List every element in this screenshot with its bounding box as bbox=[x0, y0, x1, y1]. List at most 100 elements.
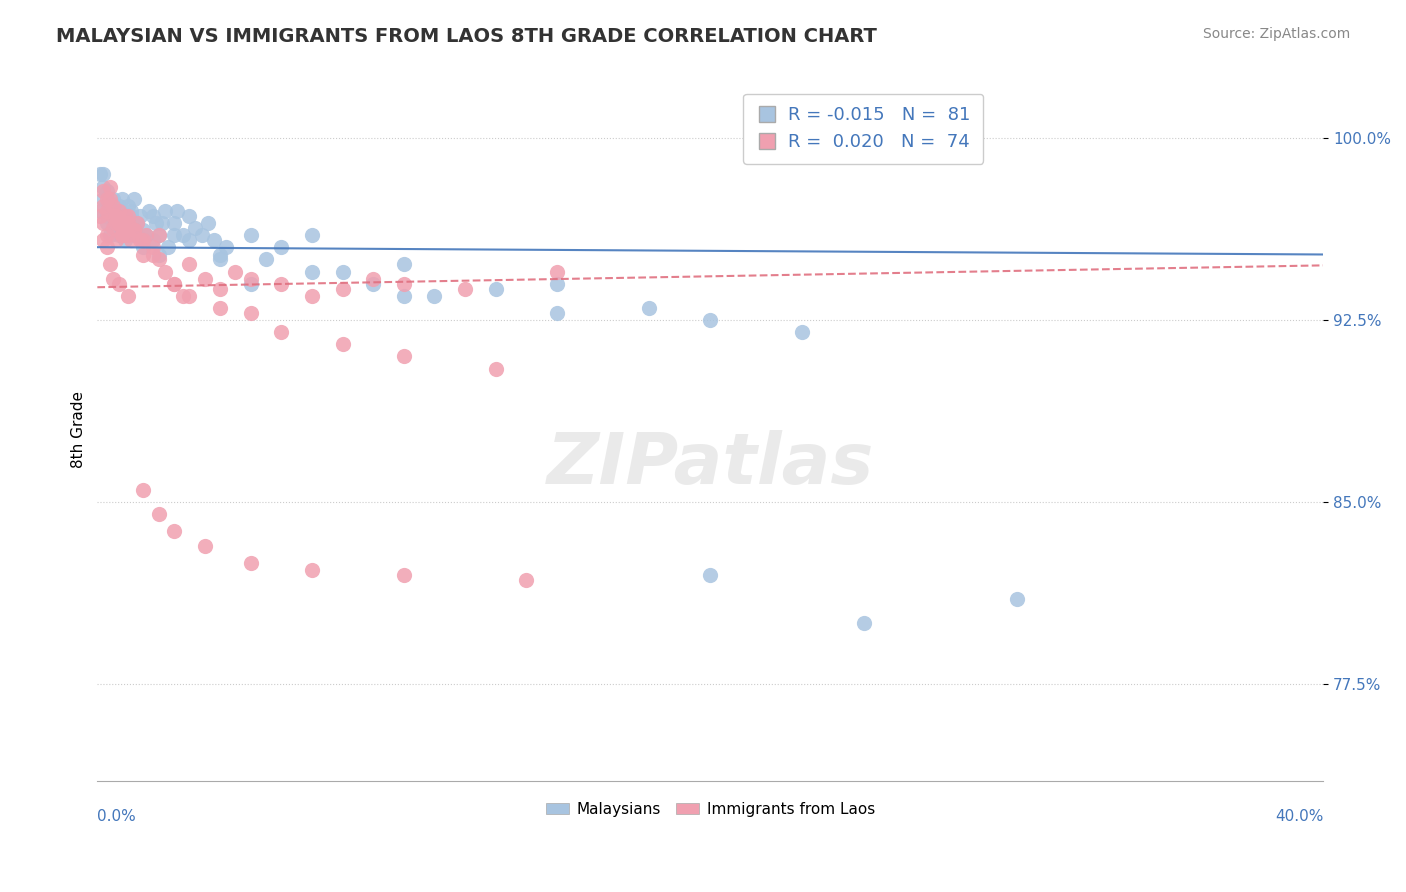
Point bbox=[145, 216, 167, 230]
Point bbox=[135, 228, 157, 243]
Point bbox=[104, 216, 127, 230]
Point bbox=[107, 203, 129, 218]
Point bbox=[96, 228, 118, 243]
Point bbox=[166, 203, 188, 218]
Point bbox=[93, 179, 115, 194]
Point bbox=[190, 228, 212, 243]
Point bbox=[98, 199, 121, 213]
Point bbox=[163, 524, 186, 538]
Legend: Malaysians, Immigrants from Laos: Malaysians, Immigrants from Laos bbox=[540, 796, 882, 822]
Point bbox=[852, 616, 875, 631]
Point bbox=[129, 233, 152, 247]
Point bbox=[104, 209, 127, 223]
Point bbox=[163, 228, 186, 243]
Point bbox=[179, 233, 201, 247]
Point bbox=[1005, 592, 1028, 607]
Point bbox=[114, 233, 136, 247]
Point bbox=[208, 252, 231, 267]
Point bbox=[699, 313, 721, 327]
Point bbox=[138, 203, 160, 218]
Point bbox=[638, 301, 661, 315]
Point bbox=[148, 228, 170, 243]
Point bbox=[111, 228, 134, 243]
Point bbox=[111, 216, 134, 230]
Point bbox=[98, 199, 121, 213]
Point bbox=[93, 216, 115, 230]
Point bbox=[163, 277, 186, 291]
Text: MALAYSIAN VS IMMIGRANTS FROM LAOS 8TH GRADE CORRELATION CHART: MALAYSIAN VS IMMIGRANTS FROM LAOS 8TH GR… bbox=[56, 27, 877, 45]
Point bbox=[153, 203, 176, 218]
Point bbox=[301, 563, 323, 577]
Point bbox=[194, 539, 217, 553]
Point bbox=[150, 216, 173, 230]
Point bbox=[208, 301, 231, 315]
Point bbox=[117, 228, 139, 243]
Point bbox=[96, 216, 118, 230]
Point bbox=[117, 209, 139, 223]
Point bbox=[101, 272, 124, 286]
Point bbox=[93, 185, 115, 199]
Point bbox=[239, 306, 262, 320]
Point bbox=[132, 223, 155, 237]
Point bbox=[515, 573, 537, 587]
Point bbox=[117, 216, 139, 230]
Point bbox=[107, 211, 129, 226]
Point bbox=[792, 325, 814, 339]
Point bbox=[101, 203, 124, 218]
Point bbox=[332, 337, 354, 351]
Point bbox=[172, 289, 194, 303]
Point bbox=[301, 228, 323, 243]
Point bbox=[117, 209, 139, 223]
Point bbox=[129, 209, 152, 223]
Point bbox=[194, 272, 217, 286]
Point bbox=[184, 220, 207, 235]
Point bbox=[423, 289, 446, 303]
Point bbox=[141, 240, 163, 254]
Point bbox=[127, 216, 149, 230]
Point bbox=[132, 247, 155, 261]
Point bbox=[122, 223, 145, 237]
Text: 40.0%: 40.0% bbox=[1275, 809, 1323, 824]
Point bbox=[98, 179, 121, 194]
Point bbox=[122, 228, 145, 243]
Point bbox=[96, 203, 118, 218]
Point bbox=[270, 277, 292, 291]
Point bbox=[114, 220, 136, 235]
Point bbox=[111, 220, 134, 235]
Point bbox=[98, 228, 121, 243]
Point bbox=[93, 192, 115, 206]
Point bbox=[120, 203, 142, 218]
Point bbox=[239, 228, 262, 243]
Point bbox=[132, 240, 155, 254]
Point bbox=[96, 209, 118, 223]
Point bbox=[93, 199, 115, 213]
Point bbox=[89, 209, 111, 223]
Point bbox=[111, 228, 134, 243]
Point bbox=[93, 233, 115, 247]
Text: 0.0%: 0.0% bbox=[97, 809, 136, 824]
Point bbox=[104, 216, 127, 230]
Point bbox=[392, 277, 415, 291]
Point bbox=[132, 483, 155, 497]
Point bbox=[163, 277, 186, 291]
Point bbox=[96, 185, 118, 199]
Point bbox=[156, 240, 179, 254]
Point bbox=[101, 192, 124, 206]
Point bbox=[96, 240, 118, 254]
Point bbox=[197, 216, 219, 230]
Point bbox=[141, 209, 163, 223]
Point bbox=[96, 192, 118, 206]
Point bbox=[141, 233, 163, 247]
Point bbox=[107, 199, 129, 213]
Point bbox=[546, 264, 568, 278]
Point bbox=[179, 209, 201, 223]
Point bbox=[111, 192, 134, 206]
Point bbox=[114, 209, 136, 223]
Point bbox=[301, 289, 323, 303]
Point bbox=[148, 252, 170, 267]
Point bbox=[148, 247, 170, 261]
Point bbox=[332, 281, 354, 295]
Point bbox=[114, 209, 136, 223]
Point bbox=[153, 264, 176, 278]
Point bbox=[98, 192, 121, 206]
